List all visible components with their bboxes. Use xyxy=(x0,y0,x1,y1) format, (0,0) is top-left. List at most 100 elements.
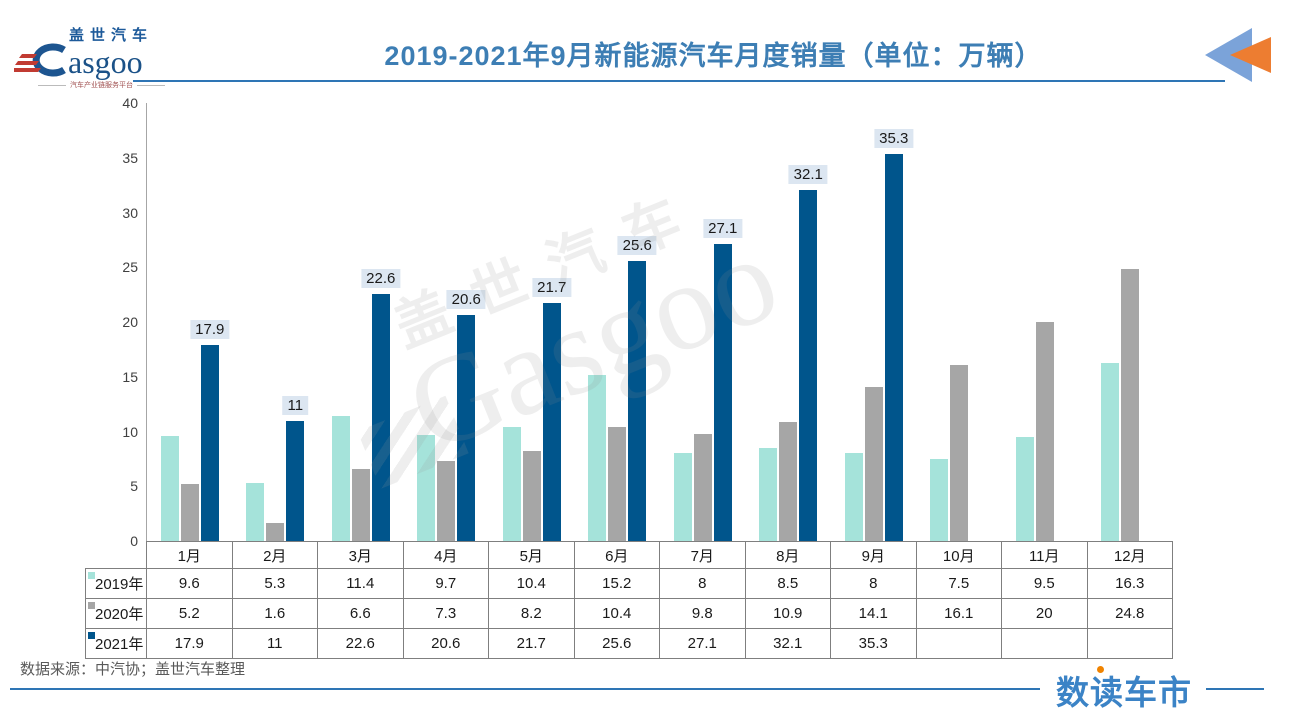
month-header-4月: 4月 xyxy=(402,541,489,569)
month-header-8月: 8月 xyxy=(744,541,831,569)
month-column-10月 xyxy=(917,103,1003,541)
bar-2021年-8月 xyxy=(799,189,818,541)
footer-divider-right xyxy=(1206,688,1264,690)
month-column-12月 xyxy=(1088,103,1174,541)
bar-2019年-8月 xyxy=(759,447,778,541)
bar-2020年-10月 xyxy=(950,364,969,541)
bar-2021年-2月 xyxy=(286,420,305,541)
bar-2019年-3月 xyxy=(331,416,350,541)
value-cell-2021年-9月: 35.3 xyxy=(830,628,917,659)
data-label-9月: 35.3 xyxy=(874,129,914,149)
gasgoo-logo: 盖世汽车 asgoo 汽车产业链服务平台 xyxy=(14,24,189,90)
value-cell-2019年-11月: 9.5 xyxy=(1001,568,1088,599)
bar-2020年-12月 xyxy=(1121,269,1140,541)
tagline-dash-left xyxy=(38,84,66,86)
value-cell-2021年-5月: 21.7 xyxy=(488,628,575,659)
series-label-2020年: 2020年 xyxy=(85,598,147,629)
value-cell-2021年-11月 xyxy=(1001,628,1088,659)
logo-wordmark: asgoo xyxy=(14,41,189,80)
legend-key-icon xyxy=(88,572,95,579)
bar-slot xyxy=(1101,103,1120,541)
bar-slot xyxy=(608,103,627,541)
bar-2021年-3月 xyxy=(371,293,390,541)
bar-2019年-2月 xyxy=(246,482,265,541)
y-tick-label: 25 xyxy=(122,259,138,276)
bar-slot xyxy=(437,103,456,541)
bar-slot xyxy=(1035,103,1054,541)
bar-slot xyxy=(864,103,883,541)
value-cell-2019年-4月: 9.7 xyxy=(402,568,489,599)
bar-slot xyxy=(1015,103,1034,541)
table-row-2020年: 2020年 5.2 1.6 6.6 7.3 8.2 10.4 9.8 10.9 14.1 16.1 2… xyxy=(85,598,1173,629)
table-header-row: 1月 2月 3月 4月 5月 6月 7月 8月 9月 10月 11月 12月 xyxy=(86,541,1173,569)
value-cell-2020年-7月: 9.8 xyxy=(659,598,746,629)
month-column-4月: 20.6 xyxy=(404,103,490,541)
bar-2020年-7月 xyxy=(693,433,712,541)
bar-2019年-12月 xyxy=(1101,362,1120,541)
bar-2020年-9月 xyxy=(864,386,883,541)
bar-slot: 11 xyxy=(282,103,309,541)
month-header-12月: 12月 xyxy=(1086,541,1173,569)
value-cell-2020年-11月: 20 xyxy=(1001,598,1088,629)
bar-slot: 22.6 xyxy=(361,103,401,541)
bar-slot xyxy=(673,103,692,541)
value-cell-2021年-8月: 32.1 xyxy=(744,628,831,659)
bar-slot xyxy=(1121,103,1140,541)
legend-key-icon xyxy=(88,602,95,609)
bar-2021年-7月 xyxy=(713,244,732,541)
bar-slot xyxy=(266,103,285,541)
bar-2021年-9月 xyxy=(884,154,903,541)
bar-slot xyxy=(180,103,199,541)
data-label-8月: 32.1 xyxy=(788,164,828,184)
bar-slot xyxy=(417,103,436,541)
series-label-2019年: 2019年 xyxy=(85,568,147,599)
value-cell-2019年-10月: 7.5 xyxy=(915,568,1002,599)
month-column-5月: 21.7 xyxy=(489,103,575,541)
value-cell-2020年-5月: 8.2 xyxy=(488,598,575,629)
y-tick-label: 20 xyxy=(122,314,138,330)
y-tick-label: 5 xyxy=(130,478,138,495)
bar-slot xyxy=(160,103,179,541)
value-cell-2021年-7月: 27.1 xyxy=(659,628,746,659)
bar-2021年-1月 xyxy=(200,345,219,541)
value-cell-2019年-7月: 8 xyxy=(659,568,746,599)
logo-cn-text: 盖世汽车 xyxy=(69,27,154,44)
y-tick-label: 35 xyxy=(122,149,138,166)
bar-slot: 20.6 xyxy=(446,103,486,541)
month-column-9月: 35.3 xyxy=(831,103,917,541)
bar-slot xyxy=(930,103,949,541)
value-cell-2020年-6月: 10.4 xyxy=(573,598,660,629)
logo-en-text: asgoo xyxy=(68,44,143,80)
month-column-7月: 27.1 xyxy=(660,103,746,541)
data-label-3月: 22.6 xyxy=(361,268,401,288)
month-column-11月 xyxy=(1002,103,1088,541)
y-tick-label: 40 xyxy=(122,95,138,111)
bar-2019年-11月 xyxy=(1015,436,1034,541)
value-cell-2021年-1月: 17.9 xyxy=(146,628,233,659)
series-label-2021年: 2021年 xyxy=(85,628,147,659)
month-header-7月: 7月 xyxy=(659,541,746,569)
data-source-note: 数据来源：中汽协；盖世汽车整理 xyxy=(20,661,246,678)
data-table: 1月 2月 3月 4月 5月 6月 7月 8月 9月 10月 11月 12月 2019年 9.6 5.3 11… xyxy=(85,541,1173,659)
y-tick-label: 30 xyxy=(122,204,138,221)
y-tick-label: 15 xyxy=(122,368,138,385)
bar-slot xyxy=(1141,103,1159,541)
y-tick-label: 10 xyxy=(122,423,138,440)
month-header-11月: 11月 xyxy=(1001,541,1088,569)
footer-brand-text: 数读车市 xyxy=(1056,674,1192,711)
month-header-9月: 9月 xyxy=(830,541,917,569)
month-column-6月: 25.6 xyxy=(575,103,661,541)
orange-arrow-icon xyxy=(1230,37,1271,73)
logo-tagline: 汽车产业链服务平台 xyxy=(14,80,189,90)
month-column-8月: 32.1 xyxy=(746,103,832,541)
bar-2020年-8月 xyxy=(779,421,798,541)
tagline-text: 汽车产业链服务平台 xyxy=(70,82,133,89)
month-header-6月: 6月 xyxy=(573,541,660,569)
bar-2019年-5月 xyxy=(502,427,521,541)
month-header-10月: 10月 xyxy=(915,541,1002,569)
bar-slot xyxy=(246,103,265,541)
bar-2019年-10月 xyxy=(930,458,949,541)
bar-slot: 21.7 xyxy=(532,103,572,541)
bar-slot xyxy=(693,103,712,541)
